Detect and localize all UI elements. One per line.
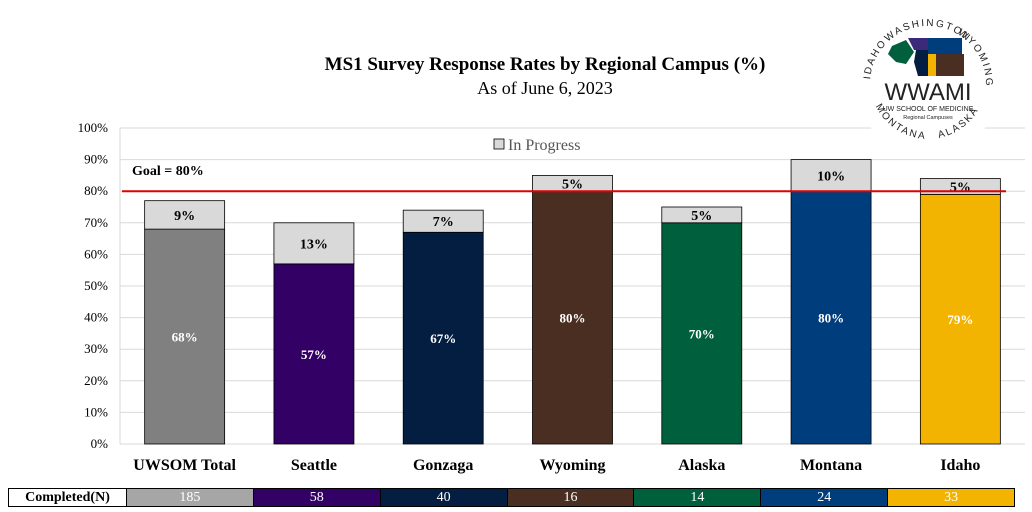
data-label-in-progress: 5% — [950, 180, 971, 195]
y-tick-label: 0% — [91, 436, 109, 451]
x-axis-labels: UWSOM Total Seattle Gonzaga Wyoming Alaska Mo… — [133, 457, 980, 474]
logo-text: WWAMI — [884, 79, 971, 106]
bar-completed — [273, 263, 355, 445]
y-tick-label: 40% — [84, 310, 108, 325]
bar-completed — [661, 222, 743, 445]
y-tick-label: 80% — [84, 183, 108, 198]
logo-subtext-2: Regional Campuses — [903, 115, 953, 121]
y-axis-ticks: 0% 10% 20% 30% 40% 50% 60% 70% 80% 90% 100% — [78, 120, 109, 451]
y-tick-label: 50% — [84, 278, 108, 293]
completed-n-table: Completed(N) 185 58 40 16 14 24 33 — [8, 488, 1015, 507]
data-label-in-progress: 7% — [433, 215, 454, 230]
data-label-in-progress: 13% — [300, 237, 328, 252]
y-tick-label: 30% — [84, 341, 108, 356]
data-label-completed: 70% — [689, 326, 715, 341]
x-tick-label: Idaho — [940, 457, 980, 474]
data-label-completed: 80% — [818, 311, 844, 326]
bar-completed — [402, 231, 484, 445]
legend-label-in-progress: In Progress — [508, 137, 580, 154]
logo-states-map — [888, 38, 964, 76]
y-tick-label: 100% — [78, 120, 109, 135]
table-header: Completed(N) — [9, 489, 127, 506]
bar-completed — [790, 190, 872, 445]
legend-swatch-in-progress — [493, 138, 505, 150]
data-label-in-progress: 9% — [174, 209, 195, 224]
x-tick-label: UWSOM Total — [133, 457, 236, 474]
table-cell: 40 — [380, 489, 508, 506]
data-label-completed: 57% — [301, 347, 327, 362]
bar-completed — [532, 190, 613, 445]
table-cell: 33 — [888, 489, 1015, 506]
table-cell: 24 — [761, 489, 889, 506]
table-cell: 16 — [507, 489, 635, 506]
wwami-logo: WASHINGTON WYOMING IDAHO MONTANA ALASKA … — [856, 12, 1002, 156]
x-tick-label: Montana — [800, 457, 862, 474]
data-label-completed: 67% — [430, 331, 456, 346]
table-cell: 185 — [127, 489, 254, 506]
data-label-in-progress: 10% — [817, 169, 845, 184]
y-tick-label: 20% — [84, 373, 108, 388]
data-label-in-progress: 5% — [562, 177, 583, 192]
table-cell: 58 — [253, 489, 381, 506]
y-tick-label: 70% — [84, 215, 108, 230]
x-tick-label: Alaska — [678, 457, 725, 474]
x-tick-label: Gonzaga — [413, 457, 473, 474]
bar-completed — [919, 193, 1001, 445]
bar-in-progress — [661, 206, 743, 224]
bar-in-progress — [402, 209, 484, 233]
y-tick-label: 10% — [84, 404, 108, 419]
data-label-completed: 79% — [947, 312, 973, 327]
legend: In Progress — [493, 137, 580, 154]
x-tick-label: Seattle — [291, 457, 337, 474]
bar-in-progress — [144, 200, 226, 230]
data-label-completed: 80% — [560, 311, 586, 326]
chart-subtitle: As of June 6, 2023 — [477, 78, 613, 98]
table-cell: 14 — [634, 489, 762, 506]
x-tick-label: Wyoming — [539, 457, 605, 474]
data-label-completed: 68% — [172, 330, 198, 345]
bar-in-progress — [273, 222, 355, 265]
bar-completed — [144, 228, 226, 445]
data-label-in-progress: 5% — [691, 209, 712, 224]
chart-title: MS1 Survey Response Rates by Regional Ca… — [324, 54, 766, 75]
goal-line: Goal = 80% — [122, 164, 1006, 193]
y-tick-label: 60% — [84, 246, 108, 261]
goal-label: Goal = 80% — [132, 164, 204, 179]
bars: 68% 9% 57% 13% 67% 7% 80% 5% 70% 5% 80% 10% 79% 5% — [144, 159, 1001, 445]
logo-subtext-1: UW SCHOOL OF MEDICINE — [883, 106, 974, 113]
y-tick-label: 90% — [84, 152, 108, 167]
